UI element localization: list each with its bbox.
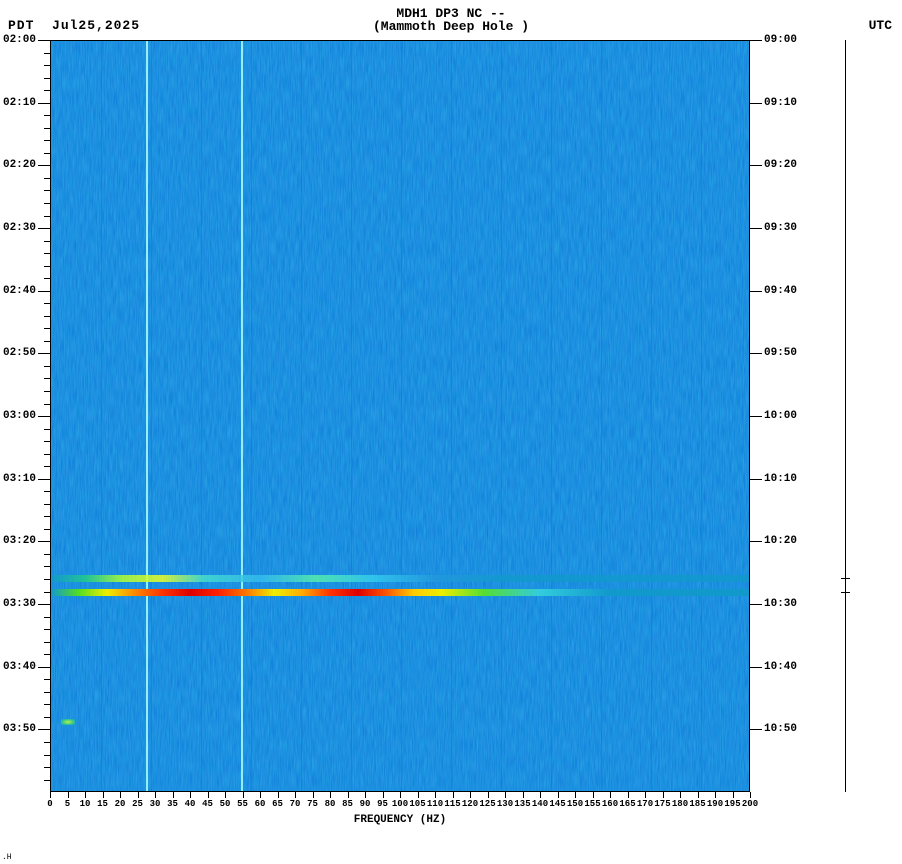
grid-line <box>651 41 652 791</box>
bright-frequency-line <box>146 41 148 791</box>
freq-label: 150 <box>567 799 583 809</box>
left-time-label: 03:10 <box>3 473 36 485</box>
freq-label: 25 <box>132 799 143 809</box>
freq-label: 180 <box>672 799 688 809</box>
freq-label: 190 <box>707 799 723 809</box>
freq-label: 105 <box>409 799 425 809</box>
freq-label: 110 <box>427 799 443 809</box>
freq-label: 55 <box>237 799 248 809</box>
grid-line <box>201 41 202 791</box>
spectrogram-page: MDH1 DP3 NC -- (Mammoth Deep Hole ) PDT … <box>0 0 902 864</box>
right-time-label: 10:10 <box>764 473 797 485</box>
header-left-label: PDT Jul25,2025 <box>8 18 140 33</box>
freq-label: 60 <box>255 799 266 809</box>
grid-line <box>151 41 152 791</box>
freq-label: 45 <box>202 799 213 809</box>
right-time-label: 09:10 <box>764 97 797 109</box>
freq-label: 90 <box>360 799 371 809</box>
freq-label: 155 <box>584 799 600 809</box>
reference-marker-line[interactable] <box>845 40 846 792</box>
freq-label: 200 <box>742 799 758 809</box>
grid-line <box>601 41 602 791</box>
freq-label: 135 <box>514 799 530 809</box>
left-time-label: 03:00 <box>3 410 36 422</box>
freq-label: 120 <box>462 799 478 809</box>
frequency-axis-title: FREQUENCY (HZ) <box>50 814 750 826</box>
freq-label: 115 <box>444 799 460 809</box>
freq-label: 185 <box>689 799 705 809</box>
grid-line <box>701 41 702 791</box>
right-time-label: 10:00 <box>764 410 797 422</box>
grid-line <box>451 41 452 791</box>
right-time-label: 09:30 <box>764 222 797 234</box>
left-time-label: 02:20 <box>3 159 36 171</box>
freq-label: 30 <box>150 799 161 809</box>
watermark-text: .H <box>2 853 12 862</box>
left-time-label: 03:20 <box>3 535 36 547</box>
freq-label: 195 <box>724 799 740 809</box>
left-time-label: 03:40 <box>3 661 36 673</box>
right-time-label: 09:50 <box>764 347 797 359</box>
freq-label: 10 <box>80 799 91 809</box>
right-time-label: 10:20 <box>764 535 797 547</box>
spectrogram-plot[interactable] <box>50 40 750 792</box>
freq-label: 70 <box>290 799 301 809</box>
seismic-event-band-secondary <box>51 575 749 582</box>
freq-label: 170 <box>637 799 653 809</box>
right-time-label: 09:40 <box>764 285 797 297</box>
reference-marker-tick <box>841 578 850 579</box>
grid-line <box>301 41 302 791</box>
grid-line <box>401 41 402 791</box>
freq-label: 75 <box>307 799 318 809</box>
left-time-label: 03:30 <box>3 598 36 610</box>
freq-label: 100 <box>392 799 408 809</box>
frequency-axis: 0 5 10 15 20 25 30 35 40 45 50 55 60 65 … <box>50 792 750 832</box>
grid-line <box>501 41 502 791</box>
freq-label: 140 <box>532 799 548 809</box>
freq-label: 80 <box>325 799 336 809</box>
reference-marker-tick <box>841 592 850 593</box>
grid-line <box>251 41 252 791</box>
left-time-label: 02:40 <box>3 285 36 297</box>
freq-label: 145 <box>549 799 565 809</box>
freq-label: 125 <box>479 799 495 809</box>
right-time-label: 10:50 <box>764 723 797 735</box>
freq-label: 175 <box>654 799 670 809</box>
left-time-label: 02:10 <box>3 97 36 109</box>
header-right-label: UTC <box>869 18 892 33</box>
freq-label: 40 <box>185 799 196 809</box>
grid-line <box>101 41 102 791</box>
seismic-event-band-primary <box>51 589 749 596</box>
grid-line <box>551 41 552 791</box>
freq-label: 65 <box>272 799 283 809</box>
freq-label: 0 <box>47 799 52 809</box>
freq-label: 5 <box>65 799 70 809</box>
freq-label: 35 <box>167 799 178 809</box>
left-time-label: 02:00 <box>3 34 36 46</box>
right-time-label: 09:00 <box>764 34 797 46</box>
freq-label: 20 <box>115 799 126 809</box>
freq-label: 50 <box>220 799 231 809</box>
left-time-label: 03:50 <box>3 723 36 735</box>
freq-label: 130 <box>497 799 513 809</box>
spectrogram-noise-texture <box>51 41 749 791</box>
right-time-axis: 09:00 09:10 09:20 09:30 09:40 09:50 10:0… <box>750 40 810 792</box>
left-time-axis: 02:00 02:10 02:20 02:30 02:40 02:50 03:0… <box>0 40 50 792</box>
freq-label: 85 <box>342 799 353 809</box>
right-time-label: 09:20 <box>764 159 797 171</box>
right-time-label: 10:30 <box>764 598 797 610</box>
left-time-label: 02:30 <box>3 222 36 234</box>
grid-line <box>351 41 352 791</box>
left-time-label: 02:50 <box>3 347 36 359</box>
freq-label: 165 <box>619 799 635 809</box>
spectrogram-artifact-dot <box>61 719 75 725</box>
freq-label: 15 <box>97 799 108 809</box>
freq-label: 160 <box>602 799 618 809</box>
bright-frequency-line <box>241 41 243 791</box>
right-time-label: 10:40 <box>764 661 797 673</box>
freq-label: 95 <box>377 799 388 809</box>
